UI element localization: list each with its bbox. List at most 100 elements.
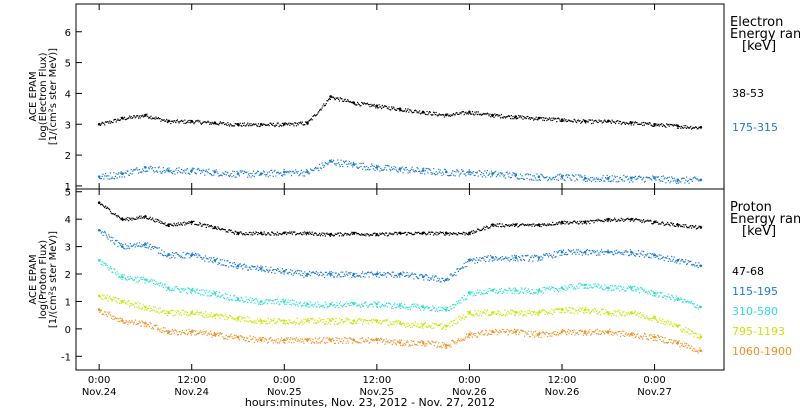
electron-dot [247, 173, 250, 175]
proton-dot [454, 233, 456, 235]
electron-dot [374, 105, 376, 107]
proton-dot [481, 257, 484, 259]
proton-dot [670, 321, 672, 323]
proton-dot [500, 257, 502, 259]
proton-dot [146, 217, 148, 220]
electron-dot [123, 176, 126, 178]
proton-dot [174, 310, 176, 312]
proton-dot [133, 279, 135, 282]
proton-dot [385, 305, 387, 307]
proton-dot [229, 261, 231, 263]
electron-dot [546, 176, 548, 178]
proton-dot [310, 318, 312, 320]
proton-dot [285, 337, 288, 339]
proton-dot [551, 224, 553, 226]
electron-dot [533, 179, 535, 181]
proton-dot [360, 342, 362, 344]
proton-dot [144, 282, 146, 284]
electron-dot [223, 173, 226, 175]
proton-dot [336, 323, 338, 325]
proton-dot [102, 298, 104, 301]
electron-dot [116, 177, 118, 179]
proton-dot [241, 297, 243, 299]
proton-dot [609, 284, 612, 287]
proton-dot [560, 307, 562, 310]
proton-dot [249, 335, 251, 337]
proton-dot [672, 297, 674, 299]
electron-dot [220, 122, 222, 124]
proton-dot [348, 234, 350, 236]
proton-dot [521, 288, 523, 290]
proton-dot [251, 321, 253, 323]
proton-dot [196, 333, 198, 335]
proton-dot [242, 301, 245, 303]
proton-dot [361, 305, 364, 307]
electron-dot [152, 117, 155, 119]
proton-dot [678, 299, 680, 301]
proton-dot [477, 309, 479, 312]
proton-dot [310, 304, 312, 306]
electron-dot [323, 103, 325, 105]
proton-dot [659, 223, 661, 225]
electron-dot [514, 117, 517, 119]
proton-dot [319, 274, 321, 276]
electron-dot [616, 120, 618, 122]
proton-dot [542, 253, 545, 256]
proton-dot [674, 225, 676, 228]
electron-dot [353, 103, 355, 105]
proton-dot [427, 233, 429, 235]
electron-dot [294, 172, 296, 174]
proton-dot [409, 275, 411, 277]
electron-dot [690, 179, 693, 181]
proton-dot [122, 299, 124, 302]
electron-dot [328, 162, 330, 164]
proton-dot [214, 226, 217, 228]
electron-dot [389, 109, 391, 111]
proton-dot [347, 303, 349, 305]
proton-dot [638, 288, 640, 290]
proton-dot [204, 332, 207, 334]
electron-dot [352, 161, 355, 164]
electron-dot [124, 172, 126, 174]
electron-dot [487, 174, 489, 177]
proton-dot [216, 228, 218, 231]
proton-dot [417, 277, 419, 280]
proton-dot [515, 255, 517, 257]
proton-dot [540, 291, 542, 293]
proton-dot [498, 258, 500, 260]
proton-dot [125, 217, 127, 219]
electron-dot [154, 167, 156, 169]
proton-dot [100, 232, 102, 234]
electron-dot [644, 180, 646, 182]
electron-dot [212, 122, 214, 124]
electron-dot [637, 177, 639, 179]
electron-dot [243, 170, 245, 173]
electron-dot [525, 173, 527, 175]
proton-dot [528, 225, 530, 227]
electron-dot [357, 167, 360, 169]
proton-dot [333, 318, 335, 320]
proton-dot [309, 274, 312, 277]
proton-dot [357, 275, 360, 277]
electron-ytick-label: 2 [65, 151, 71, 162]
proton-dot [533, 312, 535, 314]
electron-dot [357, 101, 359, 103]
proton-dot [115, 300, 117, 302]
proton-dot [561, 223, 563, 225]
proton-dot [541, 259, 543, 261]
proton-dot [252, 266, 255, 268]
proton-dot [102, 313, 104, 315]
proton-dot [698, 307, 700, 309]
proton-dot [383, 233, 385, 235]
electron-dot [400, 109, 402, 111]
electron-dot [691, 180, 693, 182]
proton-dot [552, 313, 554, 316]
proton-dot [666, 295, 668, 298]
proton-dot [694, 332, 696, 334]
proton-dot [212, 228, 214, 230]
proton-dot [438, 324, 441, 326]
proton-dot [101, 231, 103, 233]
electron-dot [258, 125, 260, 128]
proton-dot [226, 318, 228, 321]
electron-dot [500, 117, 502, 119]
